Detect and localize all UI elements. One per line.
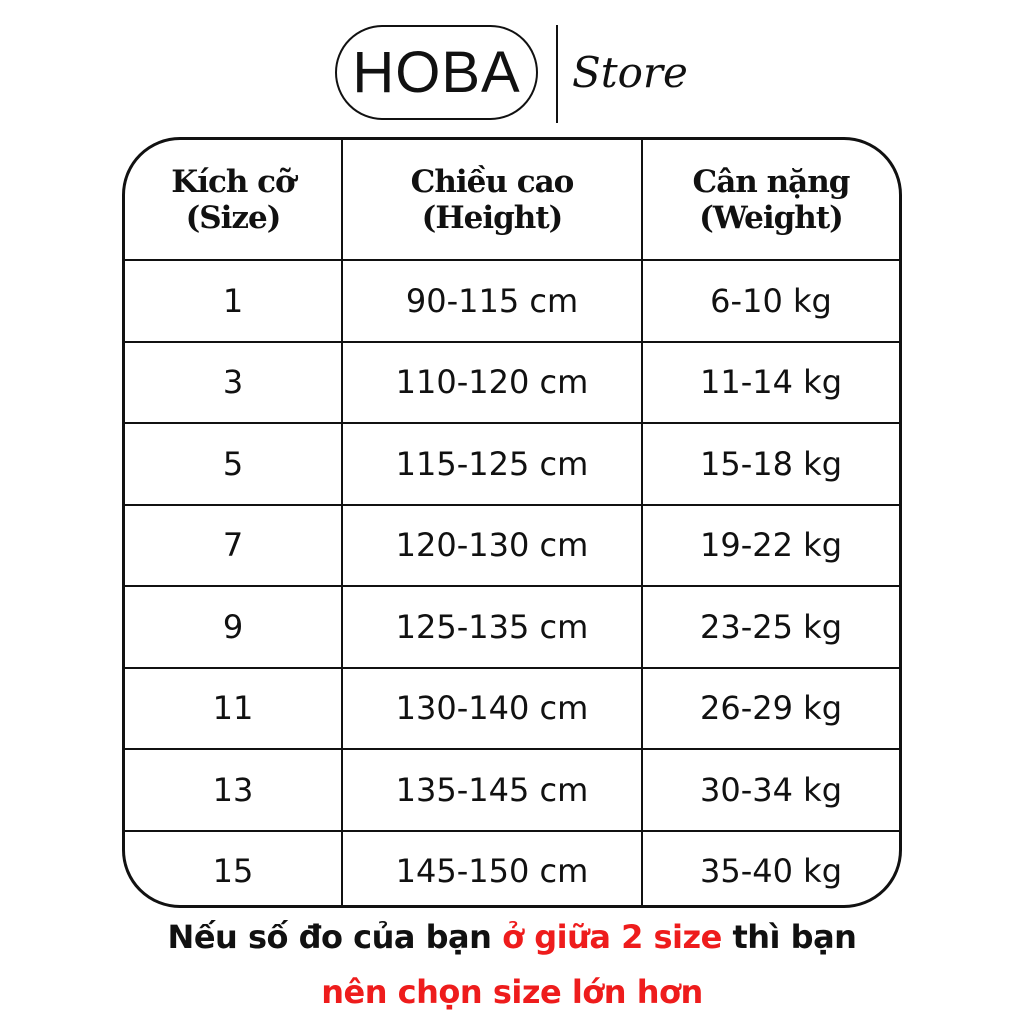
weight-cell: 30-34 kg xyxy=(700,770,842,809)
size-cell: 1 xyxy=(125,261,343,341)
height-cell: 125-135 cm xyxy=(343,587,643,667)
weight-cell: 26-29 kg xyxy=(700,689,842,728)
header-text: (Height) xyxy=(421,199,564,236)
size-chart-table: Kích cỡ (Size) Chiều cao (Height) Cân nặng… xyxy=(122,137,902,908)
note-highlight: ở giữa 2 size xyxy=(502,918,722,956)
header-text: Chiều cao xyxy=(410,163,575,200)
size-cell: 9 xyxy=(125,587,343,667)
size-cell: 15 xyxy=(125,831,343,905)
weight-cell: 19-22 kg xyxy=(700,526,842,565)
table-row: 1 90-115 cm 6-10 kg xyxy=(125,259,899,341)
table-row: 3 110-120 cm 11-14 kg xyxy=(125,340,899,422)
size-advice-line2: nên chọn size lớn hơn xyxy=(321,973,703,1011)
weight-cell: 6-10 kg xyxy=(710,281,832,320)
table-header-row: Kích cỡ (Size) Chiều cao (Height) Cân nặng… xyxy=(125,140,899,259)
header-text: Kích cỡ xyxy=(171,163,295,200)
size-cell: 11 xyxy=(125,668,343,748)
table-row: 13 135-145 cm 30-34 kg xyxy=(125,748,899,830)
weight-cell: 15-18 kg xyxy=(700,444,842,483)
height-cell: 145-150 cm xyxy=(343,831,643,905)
height-cell: 120-130 cm xyxy=(343,505,643,585)
logo-brand: HOBA xyxy=(335,25,538,120)
size-cell: 5 xyxy=(125,424,343,504)
size-advice-line1: Nếu số đo của bạn ở giữa 2 size thì bạn xyxy=(0,918,1024,956)
table-row: 9 125-135 cm 23-25 kg xyxy=(125,585,899,667)
size-cell: 7 xyxy=(125,505,343,585)
header-text: Cân nặng xyxy=(692,163,851,200)
header-weight: Cân nặng (Weight) xyxy=(643,140,899,259)
table-row: 11 130-140 cm 26-29 kg xyxy=(125,666,899,748)
table-row: 15 145-150 cm 35-40 kg xyxy=(125,829,899,905)
size-cell: 13 xyxy=(125,750,343,830)
weight-cell: 35-40 kg xyxy=(700,852,842,891)
table-row: 5 115-125 cm 15-18 kg xyxy=(125,422,899,504)
height-cell: 110-120 cm xyxy=(343,342,643,422)
height-cell: 90-115 cm xyxy=(343,261,643,341)
note-text: Nếu số đo của bạn xyxy=(167,918,503,956)
header-text: (Size) xyxy=(185,199,282,236)
table-row: 7 120-130 cm 19-22 kg xyxy=(125,503,899,585)
header-text: (Weight) xyxy=(699,199,844,236)
note-text: thì bạn xyxy=(721,918,857,956)
header-height: Chiều cao (Height) xyxy=(343,140,643,259)
header-size: Kích cỡ (Size) xyxy=(125,140,343,259)
height-cell: 130-140 cm xyxy=(343,668,643,748)
logo-store-text: Store xyxy=(572,48,688,97)
size-cell: 3 xyxy=(125,342,343,422)
logo-divider xyxy=(556,25,558,123)
weight-cell: 23-25 kg xyxy=(700,607,842,646)
height-cell: 135-145 cm xyxy=(343,750,643,830)
brand-name: HOBA xyxy=(352,40,521,105)
height-cell: 115-125 cm xyxy=(343,424,643,504)
weight-cell: 11-14 kg xyxy=(700,363,842,402)
